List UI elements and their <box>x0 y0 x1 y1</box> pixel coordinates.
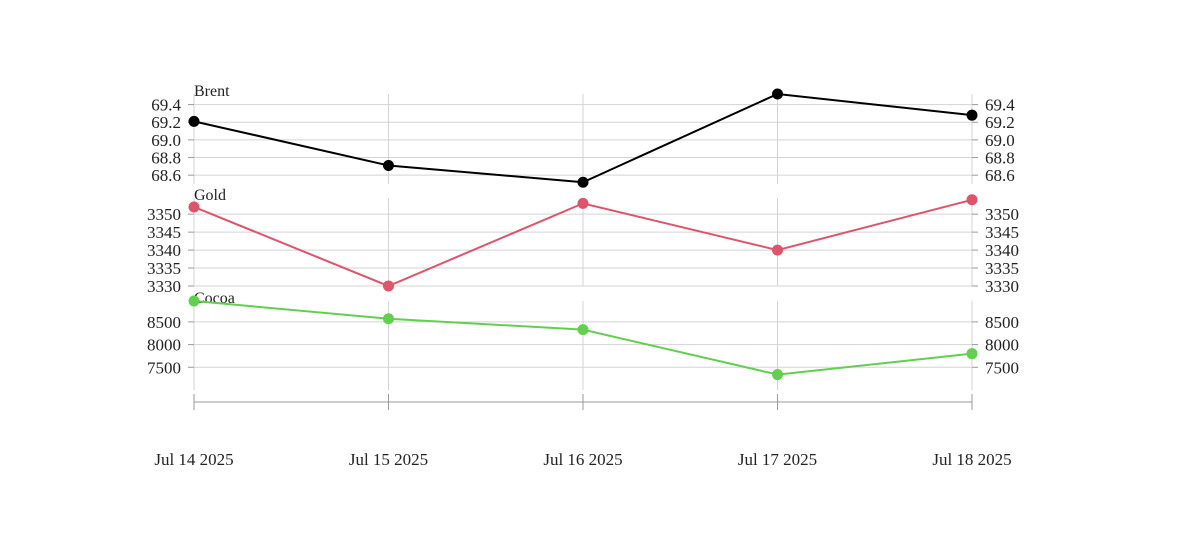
panel-2-ytick-right-1: 8000 <box>985 336 1019 355</box>
panel-0-ytick-left-1: 68.8 <box>151 149 181 168</box>
panel-1-ytick-left-4: 3350 <box>147 205 181 224</box>
x-tick-label-3: Jul 17 2025 <box>738 450 817 469</box>
data-point-cocoa-0 <box>188 295 200 307</box>
data-point-brent-3 <box>772 88 783 100</box>
panel-1-ytick-left-3: 3345 <box>147 223 181 242</box>
data-point-gold-0 <box>188 201 200 213</box>
data-point-cocoa-1 <box>383 313 394 325</box>
data-point-gold-1 <box>383 280 394 292</box>
x-tick-label-4: Jul 18 2025 <box>932 450 1011 469</box>
data-point-brent-2 <box>577 176 589 188</box>
data-point-brent-0 <box>188 115 200 127</box>
x-tick-label-0: Jul 14 2025 <box>154 450 233 469</box>
panel-0-title: Brent <box>194 83 230 100</box>
panel-0-ytick-right-1: 68.8 <box>985 149 1015 168</box>
x-tick-label-2: Jul 16 2025 <box>543 450 622 469</box>
panel-1-ytick-right-2: 3340 <box>985 241 1019 260</box>
data-point-gold-4 <box>966 194 978 206</box>
data-point-cocoa-4 <box>966 348 978 360</box>
panel-0-ytick-right-3: 69.2 <box>985 113 1015 132</box>
panel-2-ytick-left-2: 8500 <box>147 313 181 332</box>
x-tick-label-1: Jul 15 2025 <box>349 450 428 469</box>
panel-0-ytick-left-0: 68.6 <box>151 166 181 185</box>
panel-2-ytick-left-0: 7500 <box>147 358 181 377</box>
panel-1-ytick-right-1: 3335 <box>985 259 1019 278</box>
data-point-cocoa-2 <box>577 324 589 336</box>
data-point-brent-1 <box>383 159 394 171</box>
data-point-gold-3 <box>772 244 783 256</box>
panel-1-ytick-left-0: 3330 <box>147 277 181 296</box>
panel-0-ytick-left-3: 69.2 <box>151 113 181 132</box>
panel-1-ytick-right-0: 3330 <box>985 277 1019 296</box>
panel-0-ytick-right-4: 69.4 <box>985 96 1015 115</box>
panel-0-ytick-right-0: 68.6 <box>985 166 1015 185</box>
panel-2-ytick-right-2: 8500 <box>985 313 1019 332</box>
panel-0-ytick-left-4: 69.4 <box>151 96 181 115</box>
data-point-brent-4 <box>966 109 978 121</box>
panel-1-title: Gold <box>194 187 226 204</box>
panel-1-ytick-left-2: 3340 <box>147 241 181 260</box>
panel-1-ytick-right-3: 3345 <box>985 223 1019 242</box>
panel-2-ytick-right-0: 7500 <box>985 358 1019 377</box>
data-point-gold-2 <box>577 197 589 209</box>
data-point-cocoa-3 <box>772 369 783 381</box>
panel-0-ytick-left-2: 69.0 <box>151 131 181 150</box>
panel-2-ytick-left-1: 8000 <box>147 336 181 355</box>
panel-1-ytick-left-1: 3335 <box>147 259 181 278</box>
panel-1-ytick-right-4: 3350 <box>985 205 1019 224</box>
panel-0-ytick-right-2: 69.0 <box>985 131 1015 150</box>
